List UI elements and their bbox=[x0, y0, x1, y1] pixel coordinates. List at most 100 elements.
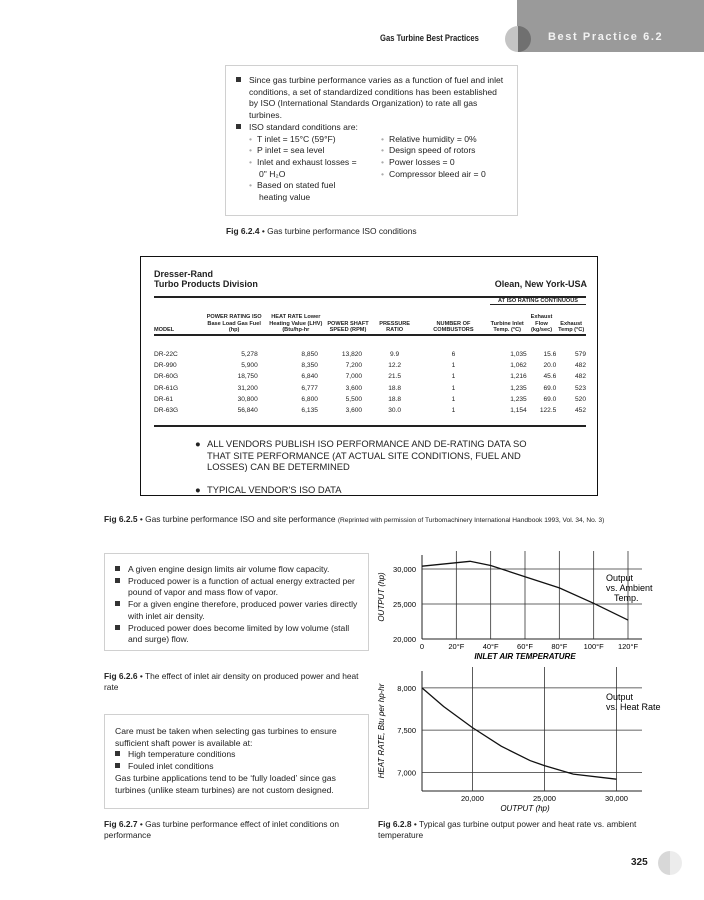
table-cell: 30,800 bbox=[237, 395, 258, 403]
annotation-line: Temp. bbox=[614, 593, 639, 603]
figure-caption: Fig 6.2.6 • The effect of inlet air dens… bbox=[104, 671, 359, 692]
conditions-left: • T inlet = 15°C (59°F) • P inlet = sea le… bbox=[249, 134, 381, 204]
table-cell: 122.5 bbox=[539, 407, 557, 415]
outro-text: Gas turbine applications tend to be ‘ful… bbox=[115, 772, 336, 795]
condition: • Relative humidity = 0% bbox=[381, 133, 477, 144]
table-cell: DR-61 bbox=[154, 395, 174, 403]
table-cell: 6,800 bbox=[301, 395, 318, 403]
company-name: Dresser-Rand Turbo Products Division bbox=[154, 269, 258, 289]
table-cell: DR-63G bbox=[154, 407, 179, 415]
bullet: For a given engine therefore, produced p… bbox=[115, 599, 358, 622]
y-tick-label: 8,000 bbox=[397, 684, 416, 693]
table-cell: 1 bbox=[451, 362, 456, 370]
bullet: Produced power is a function of actual e… bbox=[115, 576, 358, 599]
chart-annotation: Output vs. Ambient Temp. bbox=[606, 573, 653, 603]
conditions-right: • Relative humidity = 0% • Design speed of… bbox=[381, 134, 486, 204]
inlet-density-box: A given engine design limits air volume … bbox=[104, 553, 369, 651]
x-axis-label: INLET AIR TEMPERATURE bbox=[474, 652, 576, 661]
data-line bbox=[421, 687, 617, 780]
table-row: DR-61 30,800 6,800 5,500 18.8 1 1,235 69.0 520 bbox=[154, 394, 586, 405]
iso-data-table: MODEL POWER RATING ISO Base Load Gas Fue… bbox=[154, 306, 586, 416]
table-header: MODEL POWER RATING ISO Base Load Gas Fue… bbox=[154, 306, 586, 335]
table-cell: 1,062 bbox=[510, 362, 527, 370]
x-tick-label: 100°F bbox=[584, 642, 605, 651]
condition: • Based on stated fuel heating value bbox=[249, 180, 336, 203]
y-tick-label: 30,000 bbox=[393, 565, 416, 574]
table-cell: 523 bbox=[574, 384, 586, 392]
column-header: Exhaust Temp (°C) bbox=[558, 320, 585, 334]
table-cell: 6,135 bbox=[301, 407, 318, 415]
intro-text: Care must be taken when selecting gas tu… bbox=[115, 726, 337, 748]
figure-caption: Fig 6.2.8 • Typical gas turbine output p… bbox=[378, 819, 637, 840]
table-cell: 31,200 bbox=[237, 384, 258, 392]
table-cell: DR-61G bbox=[154, 384, 179, 392]
condition: • Inlet and exhaust losses = 0" H₂O bbox=[249, 156, 357, 179]
table-cell: 30.0 bbox=[388, 407, 402, 415]
table-cell: 9.9 bbox=[390, 351, 400, 359]
table-cell: DR-60G bbox=[154, 373, 179, 381]
section-label: Best Practice 6.2 bbox=[548, 31, 664, 43]
table-cell: 5,500 bbox=[345, 395, 363, 403]
table-cell: 18.8 bbox=[388, 384, 402, 392]
table-cell: 452 bbox=[574, 407, 586, 415]
table-row: DR-990 5,900 8,350 7,200 12.2 1 1,062 20.0 482 bbox=[154, 360, 586, 371]
column-header: POWER SHAFT SPEED (RPM) bbox=[327, 320, 369, 334]
square-bullet-icon bbox=[236, 77, 241, 82]
table-cell: 3,600 bbox=[345, 407, 363, 415]
annotation-line: Output bbox=[606, 573, 634, 583]
divider bbox=[154, 425, 586, 427]
table-cell: 6,840 bbox=[301, 373, 318, 381]
vendor-note: ● ALL VENDORS PUBLISH ISO PERFORMANCE AND… bbox=[195, 438, 527, 472]
y-tick-label: 7,000 bbox=[397, 768, 416, 777]
running-title: Gas Turbine Best Practices bbox=[380, 33, 479, 43]
table-cell: 1,154 bbox=[510, 407, 527, 415]
table-cell: 21.5 bbox=[388, 373, 402, 381]
square-bullet-icon bbox=[236, 123, 241, 129]
page-number: 325 bbox=[631, 857, 648, 868]
figure-caption: Fig 6.2.7 • Gas turbine performance effe… bbox=[104, 819, 340, 840]
group-header: AT ISO RATING CONTINUOUS bbox=[490, 298, 586, 305]
table-row: DR-63G 56,840 6,135 3,600 30.0 1 1,154 122.5 452 bbox=[154, 405, 586, 416]
table-cell: 6 bbox=[451, 351, 456, 359]
column-header: Turbine Inlet Temp. (°C) bbox=[490, 320, 524, 334]
table-cell: 18.8 bbox=[388, 395, 402, 403]
table-cell: 5,900 bbox=[241, 362, 258, 370]
vendor-note: ● TYPICAL VENDOR'S ISO DATA bbox=[195, 484, 342, 495]
table-cell: 69.0 bbox=[543, 395, 557, 403]
location: Olean, New York-USA bbox=[494, 279, 587, 289]
table-row: DR-61G 31,200 6,777 3,600 18.8 1 1,235 69.0 523 bbox=[154, 383, 586, 394]
condition: • Design speed of rotors bbox=[381, 145, 476, 156]
table-cell: 1,235 bbox=[510, 384, 527, 392]
section-tab bbox=[517, 0, 704, 52]
condition: • Compressor bleed air = 0 bbox=[381, 168, 486, 179]
annotation-line: vs. Heat Rate bbox=[606, 702, 661, 712]
y-axis-label: OUTPUT (hp) bbox=[377, 572, 386, 622]
bullet: High temperature conditions bbox=[115, 749, 358, 761]
column-header: HEAT RATE Lower Heating Value (LHV) (Btu… bbox=[269, 314, 323, 334]
figure-caption: Fig 6.2.5 • Gas turbine performance ISO … bbox=[104, 514, 605, 524]
table-row: DR-60G 18,750 6,840 7,000 21.5 1 1,216 45.6 482 bbox=[154, 371, 586, 382]
column-header: POWER RATING ISO Base Load Gas Fuel (hp) bbox=[206, 314, 262, 334]
annotation-line: vs. Ambient bbox=[606, 583, 653, 593]
iso-conditions-box: Since gas turbine performance varies as … bbox=[225, 65, 518, 216]
table-cell: 45.6 bbox=[543, 373, 557, 381]
column-header: Exhaust Flow (kg/sec) bbox=[530, 314, 553, 334]
annotation-line: Output bbox=[606, 692, 634, 702]
bullet-text: Since gas turbine performance varies as … bbox=[249, 75, 504, 121]
performance-charts: 20,000 25,000 30,000 0 20°F 40°F 60°F 80°F 100°F… bbox=[377, 551, 661, 813]
table-cell: 15.6 bbox=[543, 351, 557, 359]
x-tick-label: 80°F bbox=[551, 642, 567, 651]
y-tick-label: 20,000 bbox=[393, 635, 416, 644]
x-tick-label: 20°F bbox=[448, 642, 464, 651]
x-tick-label: 60°F bbox=[517, 642, 533, 651]
bullet: Produced power does become limited by lo… bbox=[115, 623, 358, 646]
y-axis-label: HEAT RATE, Btu per hp-hr bbox=[377, 683, 386, 778]
x-tick-label: 30,000 bbox=[605, 794, 628, 803]
bullet: ISO standard conditions are: bbox=[236, 122, 507, 134]
header-circle-decoration bbox=[505, 26, 531, 52]
x-tick-label: 20,000 bbox=[461, 794, 484, 803]
table-cell: 5,278 bbox=[241, 351, 258, 359]
table-cell: 12.2 bbox=[388, 362, 402, 370]
bullet: Since gas turbine performance varies as … bbox=[236, 75, 507, 122]
